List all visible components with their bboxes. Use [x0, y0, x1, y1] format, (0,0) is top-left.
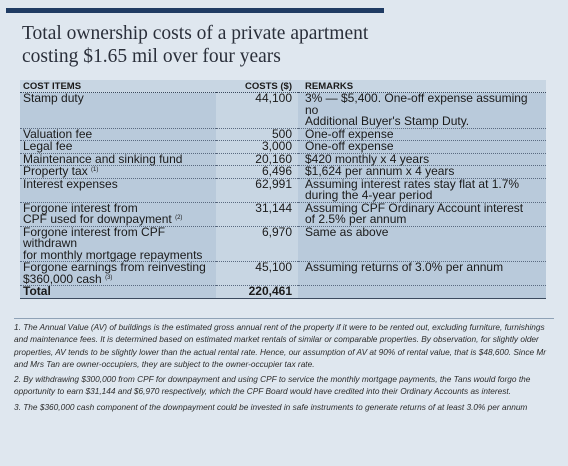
remarks-text: One-off expense — [305, 139, 394, 153]
title-line-2: costing $1.65 mil over four years — [22, 46, 281, 67]
remarks-text: $420 monthly x 4 years — [305, 151, 430, 166]
remarks-text: 3% — $5,400. One-off expense assuming no — [305, 91, 528, 117]
remarks-cell: 3% — $5,400. One-off expense assuming no… — [298, 91, 546, 129]
total-cost: 220,461 — [216, 285, 298, 299]
remarks-text: Assuming returns of 3.0% per annum — [305, 260, 504, 274]
table-row: Valuation fee 500 One-off expense — [20, 128, 546, 141]
cost-item-label: Interest expenses — [23, 176, 118, 191]
cost-item-label: Forgone interest from CPF withdrawn — [23, 224, 166, 250]
cost-value: 31,144 — [216, 202, 298, 227]
header-costs: COSTS ($) — [216, 80, 298, 93]
header-cost-items: COST ITEMS — [20, 80, 216, 93]
cost-item-cell: Valuation fee — [20, 128, 216, 141]
table-row: Forgone interest from CPF used for downpa… — [20, 200, 546, 227]
cost-item-label: Valuation fee — [23, 126, 93, 141]
remarks-text: Assuming CPF Ordinary Account interest — [305, 200, 524, 215]
cost-item-label: Stamp duty — [23, 91, 84, 105]
header-rule — [6, 8, 384, 13]
table-row: Forgone earnings from reinvesting $360,00… — [20, 260, 546, 286]
remarks-cell: Assuming returns of 3.0% per annum — [298, 260, 546, 286]
table-row: Maintenance and sinking fund 20,160 $420 m… — [20, 153, 546, 166]
remarks-cell: One-off expense — [298, 139, 546, 154]
cost-value: 20,160 — [216, 153, 298, 166]
remarks-text: Assuming interest rates stay flat at 1.7… — [305, 176, 520, 191]
cost-item-label: Maintenance and sinking fund — [23, 151, 183, 166]
cost-value: 45,100 — [216, 261, 298, 286]
cost-value: 500 — [216, 128, 298, 141]
cost-item-label: Property tax — [23, 164, 88, 178]
table-row: Forgone interest from CPF withdrawn for m… — [20, 226, 546, 262]
remarks-text: One-off expense — [305, 126, 394, 141]
remarks-cell: $1,624 per annum x 4 years — [298, 164, 546, 179]
table-row: Legal fee 3,000 One-off expense — [20, 139, 546, 154]
footnote-marker: (2) — [175, 215, 183, 221]
footnote-marker: (3) — [105, 274, 113, 281]
cost-item-label: Forgone interest from — [23, 200, 138, 215]
cost-value: 3,000 — [216, 140, 298, 154]
footnotes: 1. The Annual Value (AV) of buildings is… — [14, 318, 554, 416]
cost-item-cell: Forgone interest from CPF withdrawn for m… — [20, 226, 216, 262]
cost-item-cell: Interest expenses — [20, 176, 216, 203]
total-remarks — [298, 285, 546, 299]
cost-value: 44,100 — [216, 92, 298, 129]
remarks-cell: $420 monthly x 4 years — [298, 153, 546, 166]
table-header-row: COST ITEMS COSTS ($) REMARKS — [20, 80, 546, 93]
header-remarks: REMARKS — [298, 80, 546, 93]
title-line-1: Total ownership costs of a private apart… — [22, 23, 369, 44]
cost-item-label-continued: for monthly mortgage repayments — [23, 247, 203, 262]
cost-item-label-continued: CPF used for downpayment — [23, 212, 172, 226]
remarks-text-continued: during the 4-year period — [305, 188, 433, 202]
cost-item-label-continued: $360,000 cash — [23, 271, 102, 286]
cost-item-cell: Property tax (1) — [20, 164, 216, 179]
cost-item-cell: Forgone interest from CPF used for downpa… — [20, 200, 216, 227]
footnote-marker: (1) — [91, 167, 99, 173]
cost-item-label: Legal fee — [23, 139, 73, 153]
cost-item-label: Forgone earnings from reinvesting — [23, 260, 206, 274]
table-row: Interest expenses 62,991 Assuming interest… — [20, 176, 546, 203]
footnote-2: 2. By withdrawing $300,000 from CPF for … — [14, 374, 531, 397]
remarks-text-continued: Additional Buyer's Stamp Duty. — [305, 114, 470, 128]
page-title: Total ownership costs of a private apart… — [22, 22, 542, 68]
total-row: Total 220,461 — [20, 285, 546, 299]
remarks-text: $1,624 per annum x 4 years — [305, 164, 455, 178]
footnote-3: 3. The $360,000 cash component of the do… — [14, 401, 528, 412]
remarks-cell: One-off expense — [298, 128, 546, 141]
remarks-cell: Same as above — [298, 226, 546, 262]
table-row: Stamp duty 44,100 3% — $5,400. One-off exp… — [20, 91, 546, 129]
remarks-text-continued: of 2.5% per annum — [305, 212, 407, 226]
cost-table: COST ITEMS COSTS ($) REMARKS Stamp duty 4… — [20, 80, 546, 299]
cost-item-cell: Forgone earnings from reinvesting $360,00… — [20, 260, 216, 286]
cost-item-cell: Stamp duty — [20, 91, 216, 129]
cost-value: 6,496 — [216, 165, 298, 179]
cost-item-cell: Maintenance and sinking fund — [20, 153, 216, 166]
total-label: Total — [20, 285, 216, 299]
remarks-cell: Assuming CPF Ordinary Account interest of… — [298, 200, 546, 227]
cost-item-cell: Legal fee — [20, 139, 216, 154]
table-row: Property tax (1) 6,496 $1,624 per annum x … — [20, 164, 546, 179]
cost-value: 62,991 — [216, 178, 298, 203]
cost-value: 6,970 — [216, 226, 298, 262]
footnote-1: 1. The Annual Value (AV) of buildings is… — [14, 318, 554, 370]
remarks-cell: Assuming interest rates stay flat at 1.7… — [298, 176, 546, 203]
remarks-text: Same as above — [305, 224, 389, 239]
